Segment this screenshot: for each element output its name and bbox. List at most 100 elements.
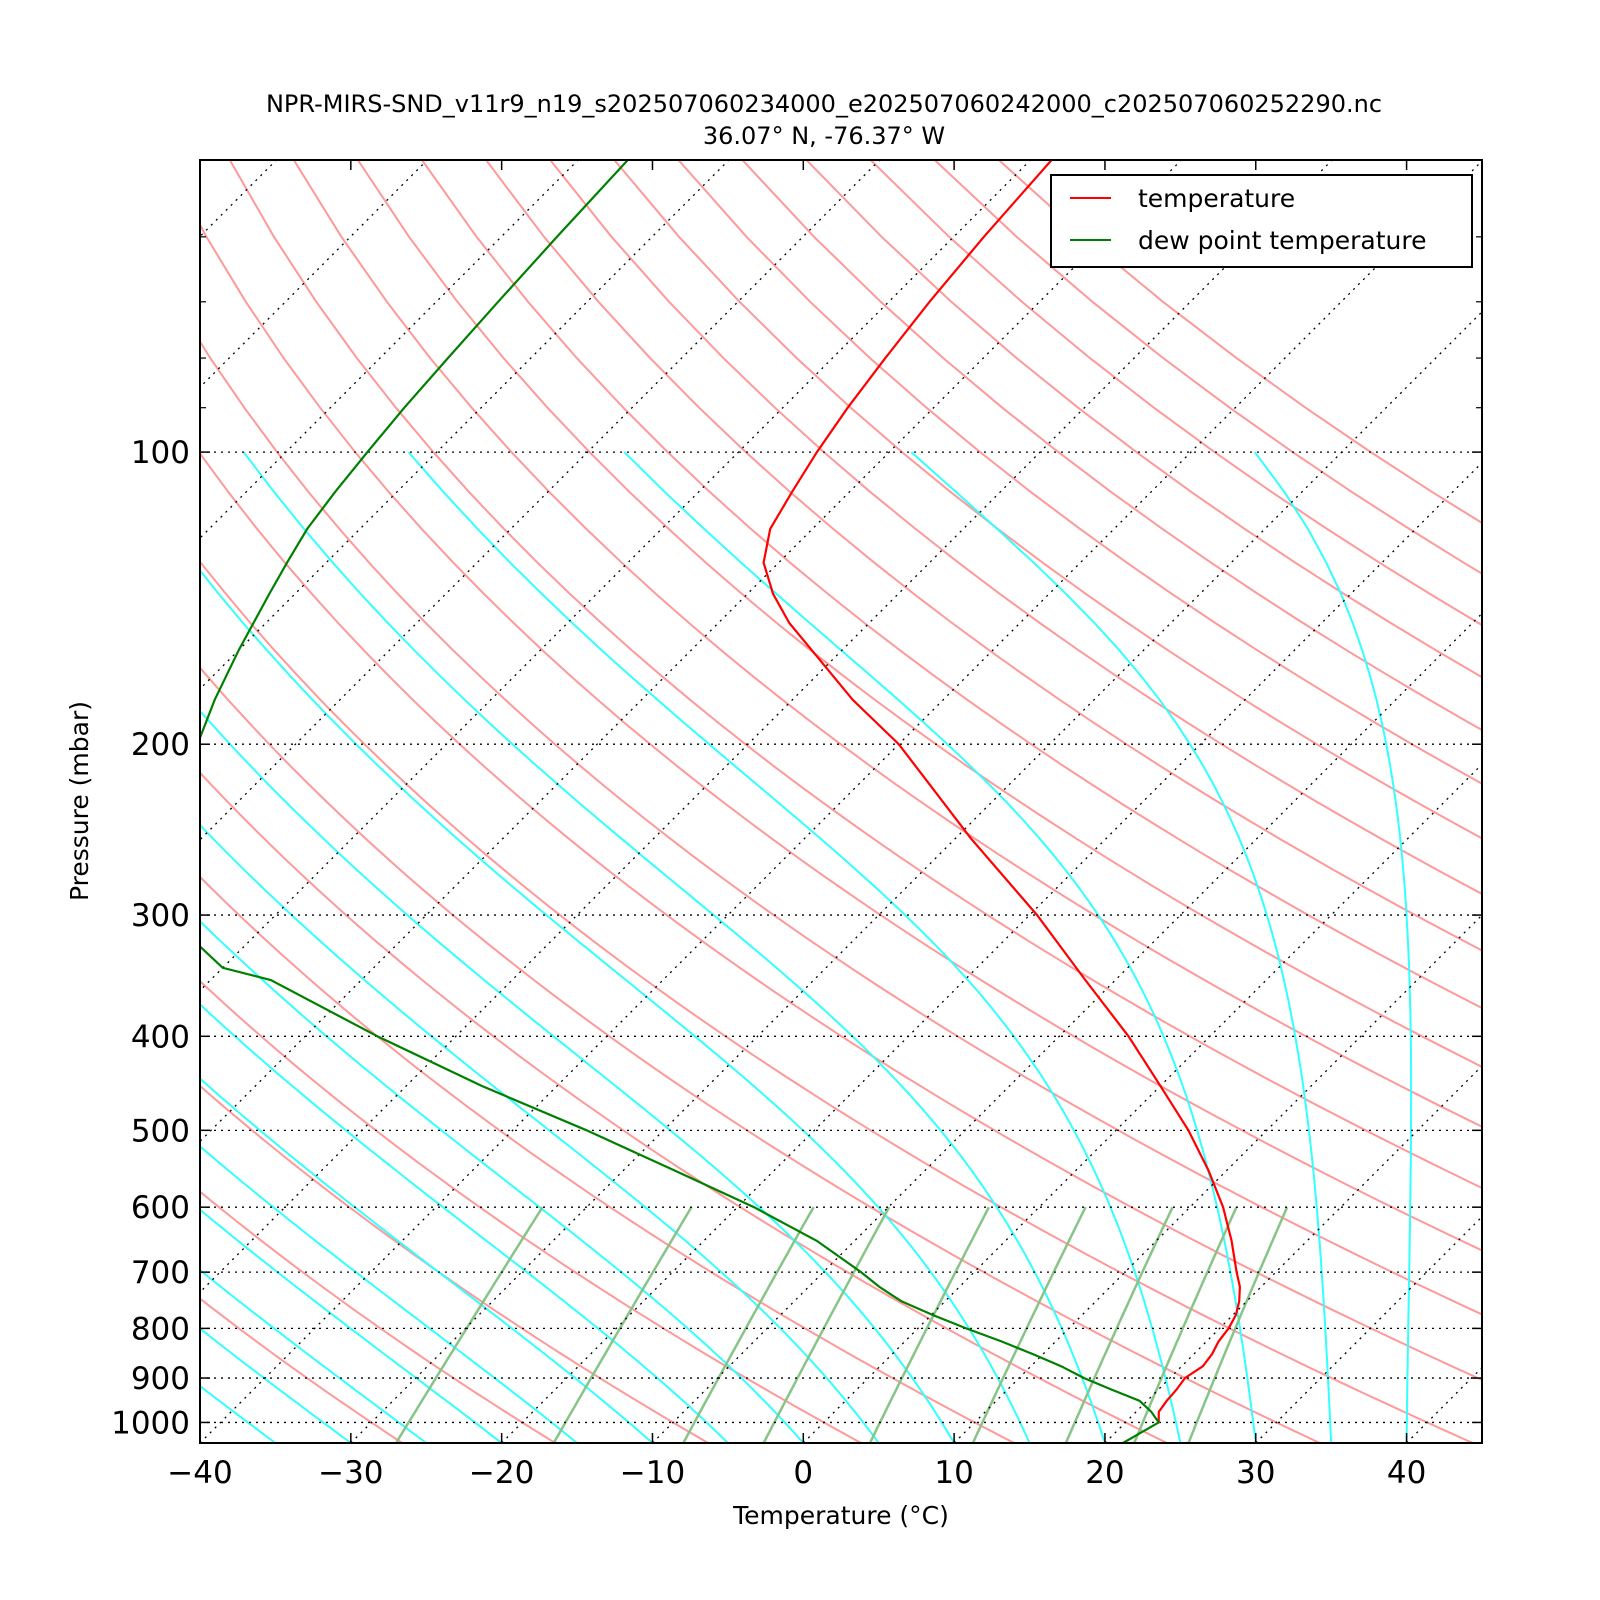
plot-frame bbox=[199, 159, 1483, 1444]
y-tick-label: 500 bbox=[131, 1113, 190, 1149]
dry-adiabat-line bbox=[292, 160, 1482, 1128]
mixing-ratio-line bbox=[971, 1206, 1087, 1443]
moist-adiabat-line bbox=[200, 568, 1031, 1443]
y-axis-label: Pressure (mbar) bbox=[65, 701, 94, 901]
isotherm-line bbox=[802, 763, 1482, 1443]
isotherm-line bbox=[1557, 160, 1600, 1443]
dry-adiabat-line bbox=[200, 560, 1474, 1443]
dry-adiabat-line bbox=[869, 160, 1482, 627]
chart-title: NPR-MIRS-SND_v11r9_n19_s202507060234000_… bbox=[266, 90, 1382, 118]
dry-adiabat-line bbox=[741, 160, 1482, 732]
mixing-ratio-line bbox=[762, 1206, 891, 1443]
isotherm-line bbox=[200, 160, 1333, 1294]
series-lines bbox=[200, 160, 1242, 1443]
isotherm-line bbox=[501, 461, 1482, 1443]
moist-adiabat-line bbox=[200, 1208, 503, 1443]
moist-adiabat-line bbox=[200, 1327, 352, 1443]
mixing-ratio-line bbox=[1064, 1206, 1174, 1443]
moist-adiabat-line bbox=[910, 451, 1333, 1443]
series-line-dew-point-temperature bbox=[200, 160, 1161, 1443]
moist-adiabat-line bbox=[200, 1003, 729, 1443]
dry-adiabat-line bbox=[200, 222, 1482, 1252]
mixing-ratio-line bbox=[1187, 1206, 1289, 1443]
isotherm-line bbox=[200, 160, 730, 690]
isotherm-line bbox=[1406, 1366, 1482, 1443]
dry-adiabat-line bbox=[228, 160, 1482, 1190]
moist-adiabat-line bbox=[407, 451, 1182, 1443]
mixing-ratio-line bbox=[1133, 1206, 1238, 1443]
isotherm-line bbox=[200, 160, 1031, 992]
dry-adiabat-line bbox=[421, 160, 1482, 1010]
moist-adiabat-line bbox=[242, 451, 1106, 1443]
x-tick-label: −30 bbox=[318, 1455, 383, 1491]
moist-adiabat-line bbox=[623, 451, 1257, 1443]
isotherm-line bbox=[200, 160, 428, 389]
x-tick-label: −20 bbox=[469, 1455, 534, 1491]
y-tick-label: 900 bbox=[131, 1361, 190, 1397]
dry-adiabat-line bbox=[200, 339, 1482, 1316]
y-tick-label: 100 bbox=[131, 435, 190, 471]
dry-adiabat-line bbox=[200, 1084, 709, 1443]
y-tick-label: 300 bbox=[131, 898, 190, 934]
y-tick-label: 700 bbox=[131, 1255, 190, 1291]
isotherm-line bbox=[200, 160, 881, 841]
moist-adiabat-line bbox=[200, 823, 880, 1443]
moist-adiabat-line bbox=[200, 1145, 578, 1443]
mixing-ratio-line bbox=[868, 1206, 991, 1443]
mixing-ratio-line bbox=[552, 1206, 693, 1443]
pressure-gridlines bbox=[200, 451, 1482, 1424]
x-tick-label: 10 bbox=[934, 1455, 973, 1491]
x-axis: −40 −30 −20 −10 0 10 20 30 40 bbox=[167, 160, 1426, 1491]
dry-adiabat-line bbox=[200, 979, 862, 1443]
y-tick-label: 1000 bbox=[111, 1405, 190, 1441]
moist-adiabat-line bbox=[200, 919, 805, 1443]
isotherm-line bbox=[1255, 1215, 1482, 1443]
dry-adiabat-line bbox=[200, 451, 1482, 1382]
chart-subtitle: 36.07° N, -76.37° W bbox=[703, 122, 945, 150]
dry-adiabat-line bbox=[200, 771, 1168, 1443]
legend-label-dew-point-temperature: dew point temperature bbox=[1138, 226, 1427, 255]
y-tick-label: 400 bbox=[131, 1019, 190, 1055]
moist-adiabat-line bbox=[1253, 451, 1413, 1443]
reference-lines bbox=[0, 160, 1600, 1443]
x-tick-label: −40 bbox=[167, 1455, 232, 1491]
x-axis-label: Temperature (°C) bbox=[732, 1501, 949, 1530]
isotherm-line bbox=[200, 160, 579, 539]
legend-box bbox=[1050, 174, 1473, 268]
moist-adiabat-line bbox=[200, 1384, 276, 1443]
isotherm-line bbox=[1104, 1065, 1482, 1443]
x-tick-label: 40 bbox=[1387, 1455, 1426, 1491]
y-tick-label: 200 bbox=[131, 727, 190, 763]
dry-adiabat-line bbox=[200, 1297, 403, 1443]
legend: temperature dew point temperature bbox=[1050, 174, 1473, 268]
isotherm-line bbox=[0, 160, 126, 1443]
dry-adiabat-line bbox=[200, 666, 1321, 1443]
isotherm-line bbox=[652, 612, 1482, 1443]
isotherm-line bbox=[200, 160, 277, 238]
dry-adiabat-line bbox=[200, 875, 1015, 1443]
series-line-temperature bbox=[762, 160, 1242, 1423]
moist-adiabat-line bbox=[200, 1441, 201, 1443]
moist-adiabat-line bbox=[200, 709, 955, 1443]
y-axis: 100 200 300 400 500 600 700 800 900 1000 bbox=[111, 159, 1482, 1441]
x-tick-label: −10 bbox=[620, 1455, 685, 1491]
mixing-ratio-line bbox=[395, 1206, 544, 1443]
moist-adiabat-line bbox=[200, 1268, 427, 1443]
legend-label-temperature: temperature bbox=[1138, 184, 1295, 213]
moist-adiabat-line bbox=[1481, 1425, 1482, 1443]
dry-adiabat-line bbox=[357, 160, 1482, 1068]
x-tick-label: 0 bbox=[793, 1455, 813, 1491]
dry-adiabat-line bbox=[613, 160, 1482, 840]
y-tick-label: 800 bbox=[131, 1311, 190, 1347]
isotherm-line bbox=[350, 310, 1482, 1443]
dry-adiabat-line bbox=[998, 160, 1482, 525]
dry-adiabat-line bbox=[549, 160, 1482, 896]
x-tick-label: 30 bbox=[1236, 1455, 1275, 1491]
isotherm-line bbox=[200, 160, 1482, 1443]
y-tick-label: 600 bbox=[131, 1190, 190, 1226]
mixing-ratio-line bbox=[682, 1206, 815, 1443]
x-tick-label: 20 bbox=[1085, 1455, 1124, 1491]
moist-adiabat-line bbox=[0, 452, 125, 1443]
dry-adiabat-line bbox=[485, 160, 1482, 952]
